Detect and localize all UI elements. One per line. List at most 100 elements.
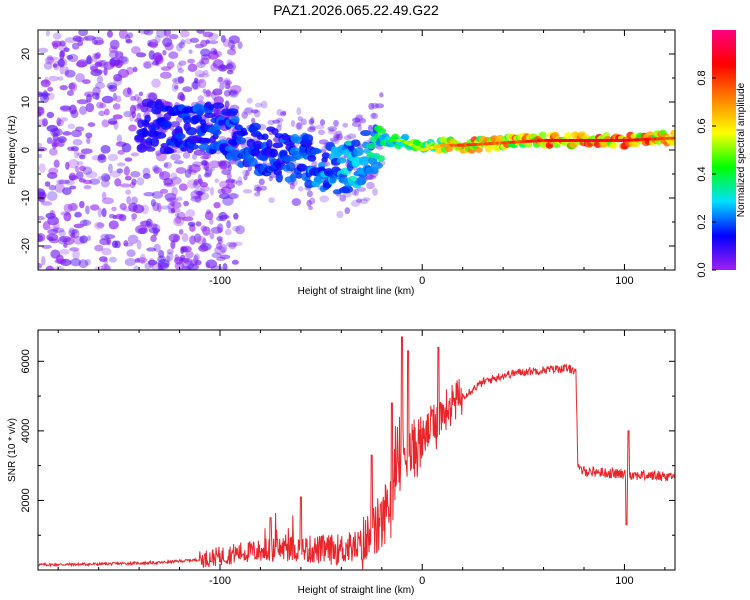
spectrogram-noise-cell	[276, 117, 284, 123]
spectrogram-noise-cell	[218, 136, 226, 141]
spectrogram-noise-cell	[195, 190, 204, 196]
spectrogram-noise-cell	[115, 95, 122, 103]
spectrogram-noise-cell	[198, 73, 210, 78]
spectrogram-noise-cell	[120, 56, 129, 65]
spectrogram-noise-cell	[129, 104, 137, 115]
spectrogram-noise-cell	[41, 201, 53, 206]
spectrogram-noise-cell	[106, 237, 112, 246]
spectrogram-noise-cell	[86, 235, 91, 241]
x-tick-label: 100	[615, 575, 633, 587]
spectrogram-noise-cell	[74, 211, 82, 218]
spectrogram-noise-cell	[211, 252, 222, 259]
spectrogram-noise-cell	[41, 244, 52, 249]
spectrogram-noise-cell	[104, 234, 116, 240]
spectrogram-noise-cell	[193, 149, 206, 156]
spectrogram-noise-cell	[38, 163, 46, 173]
spectrogram-noise-cell	[356, 198, 363, 203]
spectrogram-noise-cell	[116, 168, 124, 174]
spectrogram-noise-cell	[107, 163, 113, 174]
spectrogram-noise-cell	[353, 188, 359, 197]
spectrogram-noise-cell	[159, 188, 169, 194]
spectrogram-noise-cell	[58, 44, 68, 52]
colorbar-label: Normalized spectral amplitude	[736, 82, 747, 217]
spectrogram-noise-cell	[124, 175, 132, 181]
spectrogram-noise-cell	[170, 121, 181, 128]
spectrogram-noise-cell	[83, 185, 92, 190]
spectrogram-ridge-cell	[279, 149, 288, 156]
spectrogram-noise-cell	[100, 179, 110, 188]
spectrogram-noise-cell	[143, 30, 154, 36]
spectrogram-noise-cell	[197, 190, 202, 198]
spectrogram-noise-cell	[190, 195, 202, 202]
spectrogram-noise-cell	[89, 178, 100, 185]
spectrogram-noise-cell	[66, 90, 74, 97]
spectrogram-noise-cell	[250, 109, 259, 114]
spectrogram-noise-cell	[150, 234, 157, 242]
spectrogram-noise-cell	[208, 160, 221, 169]
spectrogram-noise-cell	[192, 161, 203, 167]
spectrogram-noise-cell	[133, 265, 140, 270]
spectrogram-noise-cell	[59, 40, 66, 47]
spectrogram-noise-cell	[222, 263, 228, 270]
spectrogram-noise-cell	[170, 153, 181, 161]
spectrogram-ridge-cell	[564, 132, 573, 140]
spectrogram-noise-cell	[354, 115, 364, 123]
spectrogram-noise-cell	[103, 108, 110, 116]
spectrogram-noise-cell	[46, 54, 54, 63]
spectrogram-noise-cell	[318, 139, 329, 145]
spectrogram-noise-cell	[59, 84, 68, 91]
spectrogram-noise-cell	[46, 191, 58, 202]
spectrogram-noise-cell	[166, 61, 175, 69]
spectrogram-noise-cell	[319, 195, 329, 203]
spectrogram-noise-cell	[114, 178, 122, 187]
spectrogram-noise-cell	[307, 126, 316, 133]
spectrogram-noise-cell	[136, 239, 142, 250]
spectrogram-noise-cell	[197, 95, 205, 102]
spectrogram-noise-cell	[177, 67, 184, 74]
spectrogram-noise-cell	[170, 176, 182, 185]
spectrogram-noise-cell	[213, 49, 218, 55]
spectrogram-ridge-cell	[266, 139, 273, 149]
spectrogram-noise-cell	[124, 157, 133, 162]
spectrogram-noise-cell	[201, 159, 208, 166]
spectrogram-noise-cell	[187, 164, 193, 174]
spectrogram-noise-cell	[96, 222, 105, 228]
spectrogram-noise-cell	[75, 61, 87, 68]
spectrogram-noise-cell	[194, 43, 204, 49]
spectrogram-noise-cell	[78, 30, 89, 37]
spectrogram-noise-cell	[180, 254, 186, 261]
spectrogram-noise-cell	[180, 246, 185, 255]
spectrogram-noise-cell	[163, 30, 171, 37]
spectrogram-noise-cell	[202, 88, 207, 94]
spectrogram-ridge-cell	[538, 131, 547, 139]
spectrogram-noise-cell	[86, 54, 92, 65]
spectrogram-ridge-cell	[180, 146, 188, 152]
spectrogram-noise-cell	[178, 183, 188, 191]
spectrogram-noise-cell	[114, 51, 124, 59]
spectrogram-noise-cell	[140, 253, 146, 262]
spectrogram-noise-cell	[93, 39, 98, 45]
spectrogram-noise-cell	[202, 69, 209, 75]
spectrogram-noise-cell	[47, 236, 54, 241]
spectrogram-ridge-core	[670, 136, 675, 140]
spectrogram-noise-cell	[41, 256, 46, 266]
spectrogram-noise-cell	[148, 92, 158, 101]
spectrogram-noise-cell	[184, 38, 193, 45]
spectrogram-noise-cell	[58, 138, 65, 148]
spectrogram-noise-cell	[46, 137, 53, 145]
spectrogram-noise-cell	[372, 188, 378, 196]
spectrogram-noise-cell	[101, 173, 111, 182]
spectrogram-noise-cell	[135, 224, 147, 235]
spectrogram-noise-cell	[57, 58, 65, 67]
spectrogram-noise-cell	[170, 240, 176, 250]
spectrogram-noise-cell	[213, 107, 219, 116]
spectrogram-ridge-cell	[370, 161, 383, 170]
spectrogram-noise-cell	[62, 187, 72, 196]
spectrogram-noise-cell	[357, 124, 362, 132]
spectrogram-noise-cell	[200, 155, 210, 160]
spectrogram-noise-cell	[123, 240, 129, 247]
spectrogram-noise-cell	[178, 229, 184, 235]
spectrogram-noise-cell	[245, 169, 250, 177]
spectrogram-noise-cell	[107, 153, 119, 162]
spectrogram-noise-cell	[38, 106, 45, 116]
